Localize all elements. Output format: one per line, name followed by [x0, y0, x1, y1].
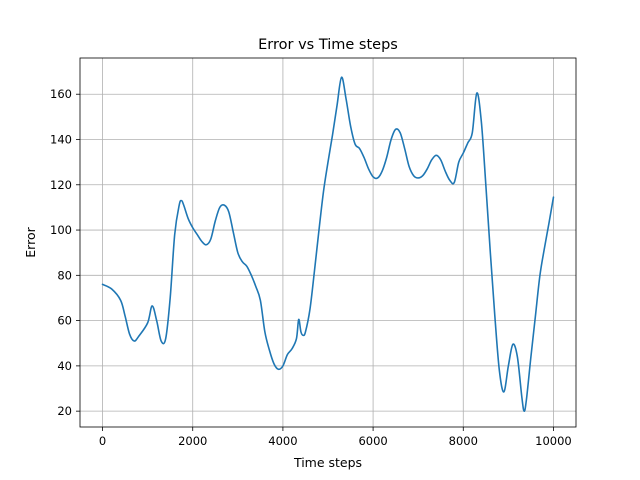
grid-lines — [80, 58, 576, 427]
chart-title: Error vs Time steps — [258, 37, 398, 53]
x-tick-label: 0 — [99, 434, 106, 448]
y-tick-label: 100 — [50, 223, 72, 237]
y-tick-label: 60 — [57, 314, 72, 328]
y-tick-label: 140 — [50, 132, 72, 146]
series-layer — [101, 76, 555, 412]
x-tick-label: 6000 — [358, 434, 387, 448]
y-tick-label: 160 — [50, 87, 72, 101]
axis-ticks: 0 2000 4000 6000 8000 10000 20 40 60 80 100 120 140 1… — [50, 87, 572, 448]
y-tick-label: 40 — [57, 359, 72, 373]
x-tick-label: 4000 — [268, 434, 297, 448]
x-tick-label: 8000 — [449, 434, 478, 448]
x-axis-label: Time steps — [293, 455, 362, 470]
plot-frame — [79, 57, 577, 428]
x-tick-label: 10000 — [535, 434, 572, 448]
y-tick-label: 120 — [50, 178, 72, 192]
x-tick-label: 2000 — [178, 434, 207, 448]
y-axis-label: Error — [23, 226, 38, 257]
y-tick-label: 20 — [57, 404, 72, 418]
y-tick-label: 80 — [57, 268, 72, 282]
error-series-line — [101, 76, 555, 412]
